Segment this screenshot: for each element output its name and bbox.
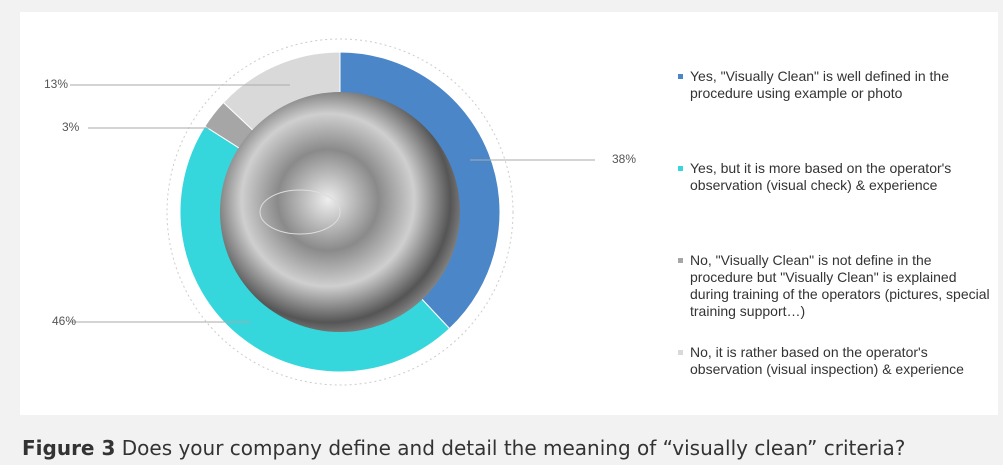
legend-swatch: [678, 166, 683, 171]
legend-label: Yes, but it is more based on the operato…: [690, 160, 951, 193]
caption-text: Does your company define and detail the …: [122, 436, 906, 460]
legend-item: No, "Visually Clean" is not define in th…: [678, 252, 990, 320]
legend-swatch: [678, 74, 683, 79]
legend-label: No, "Visually Clean" is not define in th…: [690, 252, 990, 319]
data-label: 38%: [612, 152, 636, 166]
data-label: 46%: [52, 314, 76, 328]
legend-swatch: [678, 258, 683, 263]
data-label: 3%: [62, 120, 80, 134]
legend-item: Yes, "Visually Clean" is well defined in…: [678, 68, 990, 102]
caption: Figure 3 Does your company define and de…: [22, 436, 905, 460]
page: {"chart_data":{"type":"donut","figure_la…: [0, 0, 1003, 465]
figure-label: Figure 3: [22, 436, 115, 460]
legend-item: No, it is rather based on the operator's…: [678, 344, 990, 378]
legend-swatch: [678, 350, 683, 355]
legend-label: Yes, "Visually Clean" is well defined in…: [690, 68, 949, 101]
legend-label: No, it is rather based on the operator's…: [690, 344, 964, 377]
legend-item: Yes, but it is more based on the operato…: [678, 160, 990, 194]
data-label: 13%: [44, 77, 68, 91]
